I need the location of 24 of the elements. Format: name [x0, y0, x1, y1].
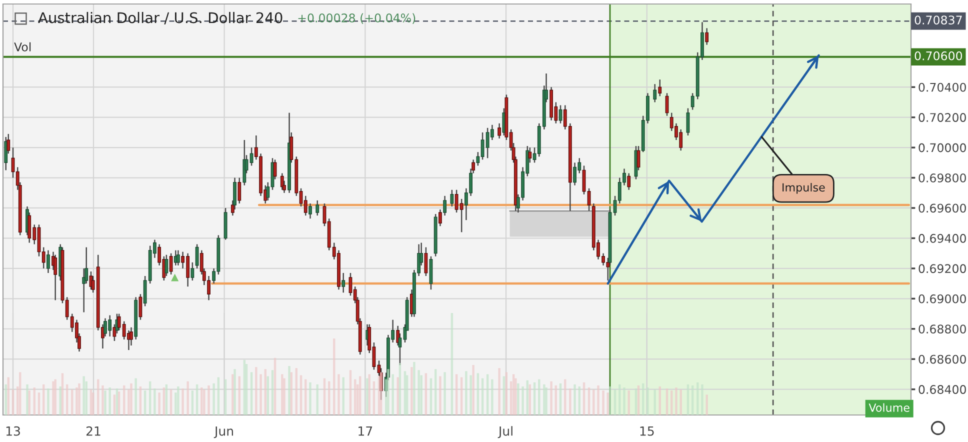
y-tick-label: 0.69400 [918, 234, 966, 243]
y-tick-label: 0.70200 [918, 113, 966, 122]
x-tick-label: 15 [640, 426, 654, 436]
ref-line-label: 0.70600 [914, 51, 962, 60]
x-tick-label: 21 [86, 426, 100, 436]
x-tick-label: Jul [498, 426, 512, 438]
x-tick-label: Jun [214, 426, 233, 438]
y-tick-label: 0.70400 [918, 82, 966, 92]
y-tick-label: 0.70000 [918, 143, 966, 152]
x-tick-label: 13 [6, 426, 20, 436]
x-tick-label: 17 [358, 426, 372, 436]
y-tick-label: 0.69800 [918, 173, 966, 182]
chart-title: Vol [14, 42, 31, 52]
y-tick-label: 0.69200 [918, 264, 966, 274]
annotation: Impulse [782, 182, 825, 194]
chart-title: Australian Dollar / U.S. Dollar 240 [38, 12, 282, 24]
y-tick-label: 0.68800 [918, 324, 966, 334]
y-tick-label: 0.69000 [918, 294, 966, 304]
y-tick-label: 0.69600 [918, 204, 966, 213]
ref-line-label: 0.70837 [914, 16, 962, 24]
y-axis-title: Volume [868, 403, 910, 412]
text: +0.00028 (+0.04%) [298, 13, 416, 24]
y-tick-label: 0.68400 [918, 385, 966, 394]
y-tick-label: 0.68600 [918, 354, 966, 364]
